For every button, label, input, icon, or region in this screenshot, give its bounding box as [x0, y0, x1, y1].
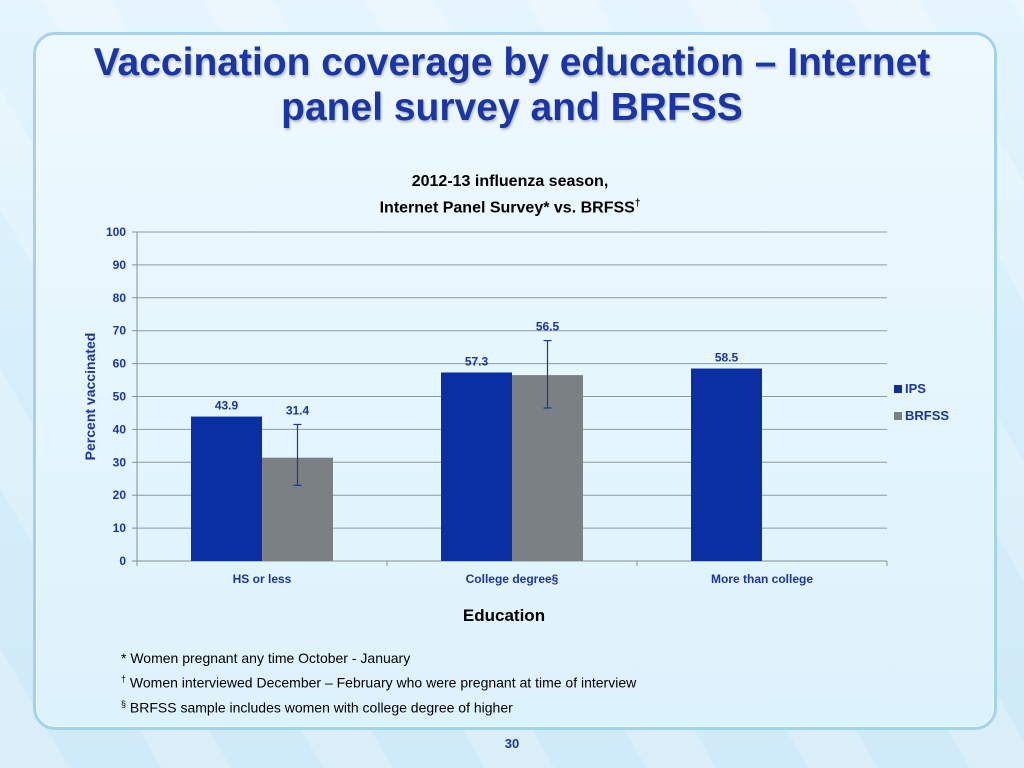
data-label: 31.4: [286, 403, 310, 417]
y-tick-label: 40: [113, 422, 127, 436]
x-tick-label: More than college: [711, 572, 813, 586]
y-tick-label: 20: [113, 488, 127, 502]
chart-title: 2012-13 influenza season, Internet Panel…: [200, 171, 820, 219]
bar-ips: [441, 372, 512, 561]
data-label: 57.3: [465, 354, 489, 368]
footnote-2-text: Women interviewed December – February wh…: [126, 674, 637, 691]
y-axis-label: Percent vaccinated: [82, 333, 98, 461]
y-tick-label: 30: [113, 455, 127, 469]
legend-label-ips: IPS: [905, 381, 926, 396]
footnote-2-mark: †: [121, 674, 127, 684]
footnote-3-mark: §: [121, 698, 127, 709]
data-label: 56.5: [536, 320, 560, 334]
bar-ips: [191, 416, 262, 561]
x-tick-label: College degree§: [466, 572, 559, 586]
legend-swatch-ips: [894, 385, 902, 393]
y-tick-label: 90: [113, 258, 127, 272]
y-tick-label: 60: [113, 357, 127, 371]
x-tick-label: HS or less: [233, 572, 292, 586]
footnote-2: † Women interviewed December – February …: [121, 669, 636, 694]
y-tick-label: 10: [113, 521, 127, 535]
y-tick-label: 0: [119, 554, 126, 568]
y-tick-label: 80: [113, 291, 127, 305]
bar-ips: [691, 368, 762, 561]
legend-label-brfss: BRFSS: [905, 408, 949, 423]
y-tick-label: 50: [113, 390, 127, 404]
chart-title-line2: Internet Panel Survey* vs. BRFSS†: [200, 193, 820, 219]
data-label: 43.9: [215, 399, 239, 413]
footnotes: * Women pregnant any time October - Janu…: [121, 648, 636, 718]
y-tick-label: 70: [113, 324, 127, 338]
legend-swatch-brfss: [894, 412, 902, 420]
x-axis-label: Education: [463, 606, 545, 625]
footnote-3-text: BRFSS sample includes women with college…: [126, 699, 513, 716]
footnote-1: * Women pregnant any time October - Janu…: [121, 650, 411, 666]
page-number: 30: [504, 736, 520, 751]
chart-title-line1: 2012-13 influenza season,: [411, 173, 609, 190]
data-label: 58.5: [715, 351, 739, 365]
y-tick-label: 100: [106, 225, 126, 239]
footnote-3: § BRFSS sample includes women with colle…: [121, 694, 636, 719]
slide-title-line1: Vaccination coverage by education – Inte…: [93, 41, 931, 84]
chart-title-line2-text: Internet Panel Survey* vs. BRFSS: [379, 199, 635, 217]
slide-title: Vaccination coverage by education – Inte…: [40, 40, 984, 130]
chart-title-dagger: †: [634, 198, 641, 209]
slide-title-line2: panel survey and BRFSS: [281, 86, 743, 129]
